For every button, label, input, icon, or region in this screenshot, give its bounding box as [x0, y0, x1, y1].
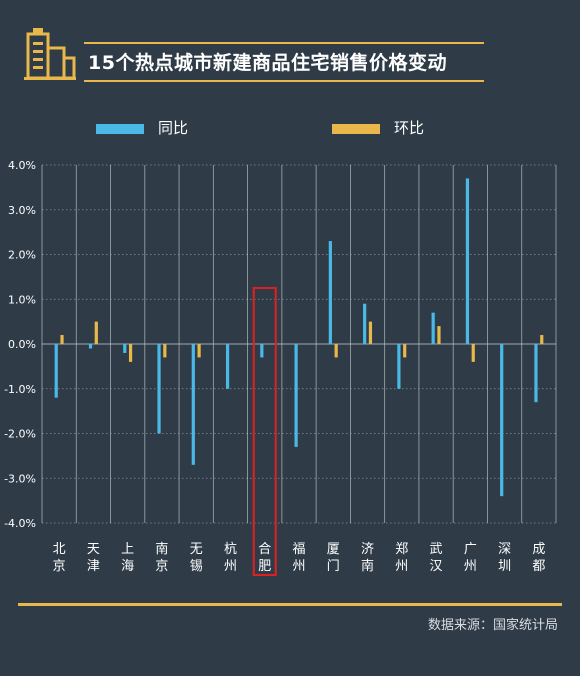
- legend-swatch-yoy: [96, 124, 144, 134]
- x-tick-label: 门: [327, 559, 340, 574]
- building-icon: [24, 28, 76, 80]
- bar-yoy: [88, 344, 93, 349]
- y-tick-label: -2.0%: [4, 428, 36, 441]
- x-tick-label: 州: [292, 559, 305, 574]
- legend-swatch-mom: [332, 124, 380, 134]
- y-tick-label: -3.0%: [4, 472, 36, 485]
- source-note: 数据来源：国家统计局: [427, 618, 558, 633]
- bar-yoy: [294, 344, 298, 447]
- bar-yoy: [225, 344, 230, 389]
- bar-mom: [540, 335, 544, 344]
- y-tick-label: -1.0%: [4, 383, 36, 396]
- x-tick-label: 福: [292, 542, 305, 557]
- y-tick-label: -4.0%: [4, 517, 36, 530]
- title-rule-top: [84, 42, 484, 44]
- footer-rule: [18, 603, 562, 606]
- y-tick-label: 3.0%: [8, 204, 36, 217]
- bar-yoy: [363, 303, 367, 344]
- chart-title: 15个热点城市新建商品住宅销售价格变动: [88, 52, 447, 74]
- y-tick-label: 2.0%: [8, 249, 36, 262]
- x-tick-label: 圳: [498, 559, 511, 574]
- x-tick-label: 京: [155, 559, 168, 574]
- x-tick-label: 海: [121, 559, 134, 574]
- x-tick-label: 都: [532, 559, 545, 574]
- bar-mom: [163, 344, 167, 358]
- bar-mom: [471, 344, 475, 362]
- bar-yoy: [54, 344, 58, 398]
- bar-mom: [197, 344, 201, 358]
- bar-yoy: [328, 241, 332, 344]
- y-tick-label: 1.0%: [8, 293, 36, 306]
- bar-mom: [403, 344, 407, 358]
- bar-yoy: [260, 344, 264, 358]
- x-tick-label: 天: [87, 542, 100, 557]
- bar-yoy: [431, 312, 435, 344]
- bar-mom: [334, 344, 338, 358]
- x-tick-label: 肥: [258, 559, 271, 574]
- x-tick-label: 武: [430, 542, 443, 557]
- bar-yoy: [500, 344, 504, 497]
- bar-yoy: [397, 344, 401, 389]
- x-tick-label: 津: [87, 559, 100, 574]
- bar-yoy: [534, 344, 538, 403]
- bar-mom: [94, 321, 98, 344]
- x-tick-label: 汉: [430, 559, 443, 574]
- x-tick-label: 锡: [190, 559, 203, 574]
- y-tick-label: 4.0%: [8, 159, 36, 172]
- x-tick-label: 北: [53, 542, 66, 557]
- x-tick-label: 州: [464, 559, 477, 574]
- x-tick-label: 广: [464, 542, 477, 557]
- legend-label-yoy: 同比: [158, 119, 189, 137]
- bar-mom: [60, 335, 64, 344]
- bar-mom: [128, 344, 133, 362]
- bar-mom: [437, 326, 441, 344]
- x-tick-label: 济: [361, 542, 374, 557]
- x-tick-label: 厦: [327, 542, 340, 557]
- x-tick-label: 无: [190, 542, 203, 557]
- x-tick-label: 南: [361, 558, 374, 574]
- legend-label-mom: 环比: [394, 119, 425, 137]
- bar-mom: [368, 321, 373, 344]
- x-tick-label: 郑: [395, 542, 408, 557]
- x-tick-label: 深: [498, 542, 511, 557]
- x-tick-label: 上: [121, 542, 134, 557]
- bar-yoy: [465, 178, 470, 344]
- y-tick-label: 0.0%: [8, 338, 36, 351]
- x-tick-label: 南: [155, 541, 168, 557]
- price-change-chart: 4.0% 3.0% 2.0% 1.0% 0.0% -1.0% -2.0% -3.0% -4.0%…: [4, 159, 557, 576]
- x-tick-label: 成: [532, 542, 545, 557]
- title-rule-bottom: [84, 80, 484, 82]
- header: 15个热点城市新建商品住宅销售价格变动: [0, 0, 580, 100]
- bar-yoy: [157, 344, 161, 434]
- bar-yoy: [123, 344, 127, 353]
- highlight-box: [252, 287, 277, 576]
- x-tick-label: 州: [395, 559, 408, 574]
- x-tick-label: 州: [224, 559, 237, 574]
- x-tick-label: 合: [258, 542, 271, 557]
- bar-yoy: [191, 344, 195, 465]
- x-tick-label: 杭: [224, 542, 237, 557]
- x-tick-label: 京: [53, 559, 66, 574]
